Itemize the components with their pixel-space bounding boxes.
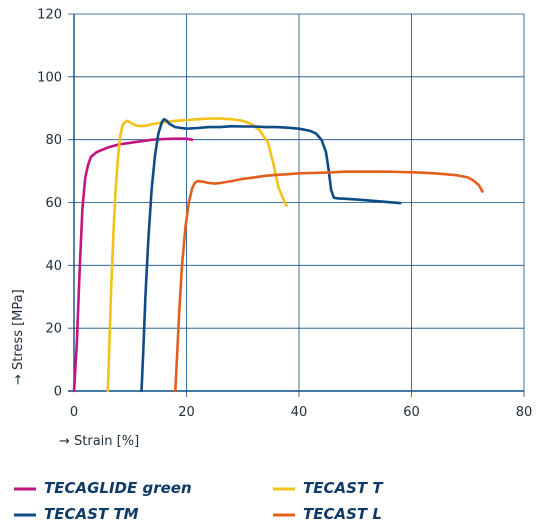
- x-tick-label: 0: [70, 405, 78, 420]
- series-line-tecaglide-green: [72, 137, 194, 393]
- grid: [68, 13, 525, 397]
- legend-label-tecaglide-green: TECAGLIDE green: [44, 479, 192, 497]
- legend-label-tecast-l: TECAST L: [303, 505, 382, 523]
- y-tick-label: 100: [37, 70, 62, 85]
- x-axis-title: → Strain [%]: [59, 434, 139, 449]
- series-line-tecast-l: [174, 170, 484, 393]
- x-tick-label: 60: [403, 405, 420, 420]
- y-axis-title: → Stress [MPa]: [11, 289, 26, 385]
- y-tick-label: 20: [45, 322, 62, 337]
- x-tick-label: 80: [516, 405, 533, 420]
- y-tick-label: 120: [37, 8, 62, 23]
- series-lines: [72, 117, 484, 393]
- tick-labels: 0 20 40 60 80 0 20 40 60 80 100 120: [37, 8, 532, 421]
- legend-label-tecast-t: TECAST T: [303, 479, 384, 497]
- y-tick-label: 80: [45, 133, 62, 148]
- legend: TECAGLIDE green TECAST T TECAST TM TECAST L: [14, 479, 384, 523]
- y-tick-label: 0: [54, 385, 62, 400]
- legend-label-tecast-tm: TECAST TM: [44, 505, 139, 523]
- series-line-tecast-t: [106, 117, 288, 393]
- x-tick-label: 20: [178, 405, 195, 420]
- x-tick-label: 40: [291, 405, 308, 420]
- y-tick-label: 60: [45, 196, 62, 211]
- y-tick-label: 40: [45, 259, 62, 274]
- series-line-tecast-tm: [140, 117, 402, 393]
